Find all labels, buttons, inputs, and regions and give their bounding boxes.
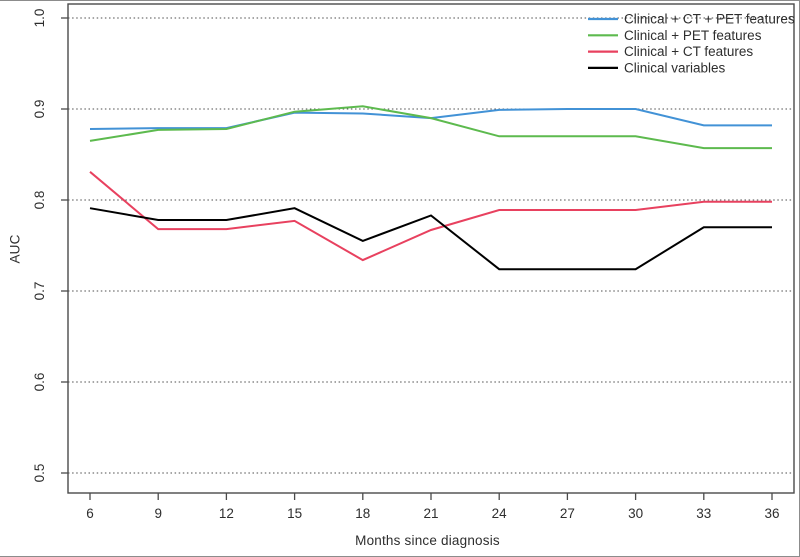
y-tick-label: 0.8 (32, 191, 47, 210)
x-tick-label: 9 (154, 506, 162, 521)
y-tick-label: 0.6 (32, 373, 47, 392)
series-line (89, 207, 772, 271)
legend-label: Clinical variables (624, 61, 726, 76)
y-tick-label: 0.5 (32, 464, 47, 483)
y-tick-label: 0.7 (32, 282, 47, 301)
x-axis-title: Months since diagnosis (355, 533, 500, 548)
x-tick-label: 15 (287, 506, 302, 521)
x-tick-label: 6 (86, 506, 94, 521)
x-tick-label: 18 (355, 506, 370, 521)
x-tick-label: 33 (696, 506, 711, 521)
x-tick-label: 36 (764, 506, 779, 521)
y-axis-title: AUC (7, 234, 23, 264)
legend-label: Clinical + CT features (624, 44, 753, 59)
x-tick-label: 24 (492, 506, 508, 521)
legend-label: Clinical + PET features (624, 28, 762, 43)
x-tick-label: 27 (560, 506, 575, 521)
y-tick-label: 1.0 (32, 9, 47, 28)
legend-label: Clinical + CT + PET features (624, 12, 795, 27)
x-tick-label: 12 (219, 506, 234, 521)
plot-border (67, 3, 795, 494)
series-line (89, 171, 772, 262)
y-tick-label: 0.9 (32, 100, 47, 119)
series-line (89, 105, 772, 150)
x-tick-label: 21 (423, 506, 438, 521)
x-tick-label: 30 (628, 506, 643, 521)
